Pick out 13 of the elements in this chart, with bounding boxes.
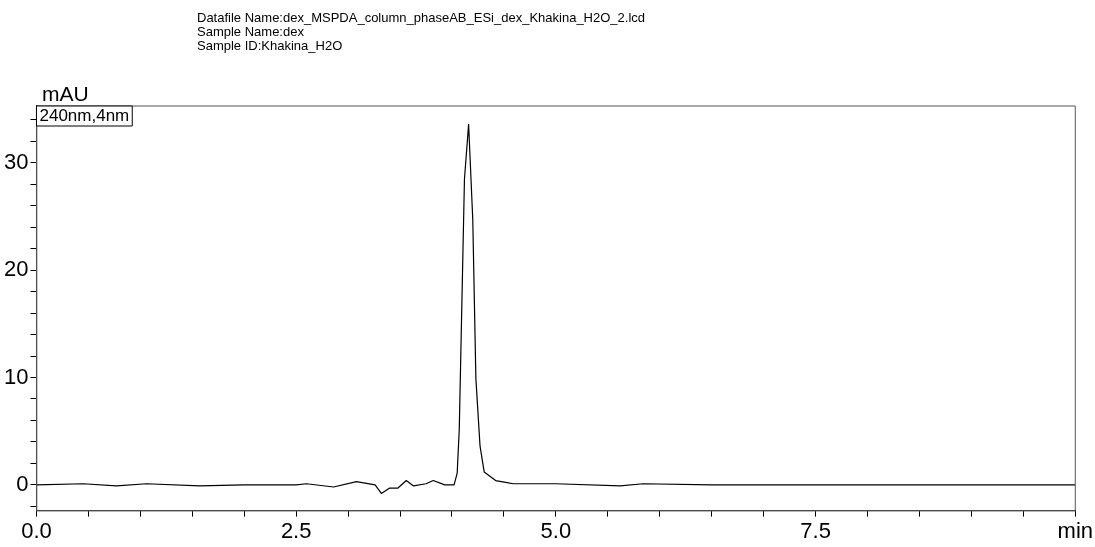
chart-subtitle: Sample Name:dex Sample ID:Khakina_H2O [197, 24, 343, 54]
x-tick-label: min [1057, 517, 1093, 543]
x-tick-label: 0.0 [21, 517, 52, 543]
y-axis-title: mAU [42, 82, 89, 106]
x-tick-label: 5.0 [540, 517, 572, 543]
x-tick-label: 7.5 [800, 517, 831, 543]
chart-title: Datafile Name:dex_MSPDA_column_phaseAB_ESi_dex_Khakina_H2O_2.lcd [197, 10, 646, 26]
x-tick-label: 2.5 [280, 517, 312, 543]
y-tick-label: 10 [3, 363, 29, 389]
y-tick-label: 20 [3, 256, 29, 282]
text: 240nm,4nm [39, 106, 130, 126]
y-tick-label: 30 [3, 148, 29, 174]
y-tick-label: 0 [16, 470, 29, 496]
